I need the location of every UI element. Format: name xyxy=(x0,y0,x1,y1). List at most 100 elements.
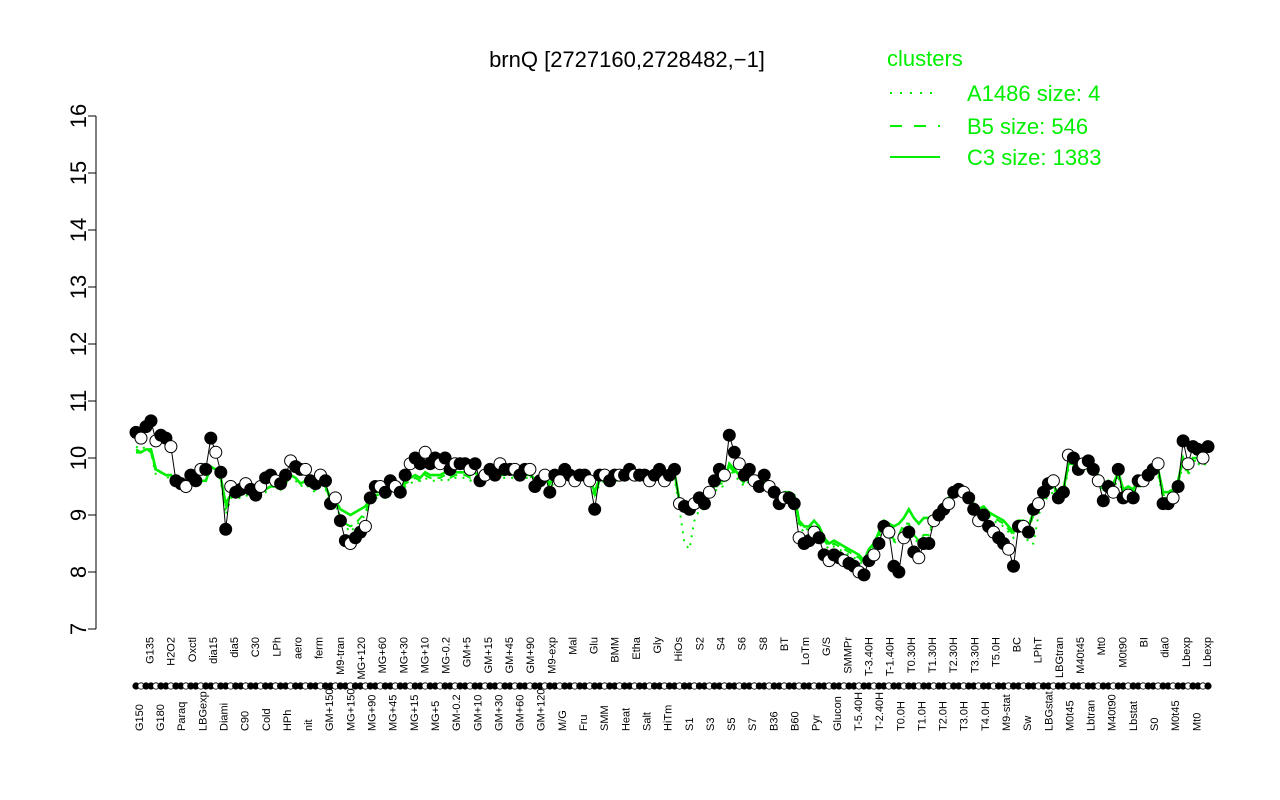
expression-profile xyxy=(129,414,1215,582)
x-tick-label: MG+90 xyxy=(367,695,379,731)
legend-entry-a1486: A1486 size: 4 xyxy=(967,81,1100,106)
x-tick-label: MG-0.2 xyxy=(441,637,453,674)
x-tick-label: MG+60 xyxy=(377,637,389,673)
x-tick-label: Sw xyxy=(1022,716,1034,731)
legend-title: clusters xyxy=(887,46,963,71)
x-tick-label: M40t90 xyxy=(1107,694,1119,731)
data-point xyxy=(1181,457,1195,471)
data-point xyxy=(1151,457,1165,471)
x-tick-label: Lbexp xyxy=(1202,637,1214,667)
data-point xyxy=(882,525,896,539)
data-point xyxy=(707,474,721,488)
x-tick-label: LoTm xyxy=(800,637,812,665)
x-tick-label: S5 xyxy=(726,718,738,731)
data-point xyxy=(872,537,886,550)
x-tick-label: Paraq xyxy=(176,702,188,731)
data-point xyxy=(363,491,377,505)
data-point xyxy=(299,462,312,476)
x-tick-label: T5.0H xyxy=(990,637,1002,667)
data-point xyxy=(942,497,956,511)
data-point xyxy=(588,502,602,516)
data-point xyxy=(1111,462,1125,476)
data-point xyxy=(378,485,392,499)
x-tick-label: GM+60 xyxy=(515,695,527,731)
x-tick-label: GM-0.2 xyxy=(451,694,463,731)
x-axis-labels: G150 G135 G180 H2O2 Paraq Oxctl LBGexp dia15 Dia… xyxy=(134,636,1214,731)
data-point xyxy=(204,431,218,445)
x-tick-label: T1.30H xyxy=(927,637,939,673)
x-tick-label: T-5.40H xyxy=(853,692,865,731)
x-tick-label: MG+5 xyxy=(430,701,442,731)
x-tick-label: HiTm xyxy=(663,705,675,731)
data-point xyxy=(214,465,228,479)
data-point xyxy=(1166,491,1180,505)
x-tick-label: Glu xyxy=(589,637,601,654)
data-point xyxy=(179,480,193,493)
x-tick-label: BT xyxy=(779,637,791,651)
x-tick-label: S2 xyxy=(694,637,706,650)
data-point xyxy=(812,531,826,545)
y-tick-label-12: 12 xyxy=(66,332,91,356)
x-tick-label: C30 xyxy=(250,637,262,657)
data-point xyxy=(697,497,711,511)
y-tick-label-11: 11 xyxy=(66,390,91,413)
data-point xyxy=(757,468,771,482)
x-tick-label: Cold xyxy=(261,708,273,731)
x-tick-label: M/G xyxy=(557,710,569,731)
data-point xyxy=(358,519,372,533)
data-point xyxy=(702,485,716,499)
x-tick-label: Lbstat xyxy=(1128,701,1140,731)
data-point xyxy=(328,491,342,505)
rug-mark xyxy=(1204,682,1212,690)
x-tick-label: B36 xyxy=(768,711,780,731)
x-tick-label: Mt0 xyxy=(1096,637,1108,655)
y-tick-label-10: 10 xyxy=(66,446,91,470)
x-tick-label: MG+10 xyxy=(419,637,431,673)
x-tick-label: GM+10 xyxy=(472,695,484,731)
x-tick-label: Lbtran xyxy=(1086,700,1098,731)
x-tick-label: Salt xyxy=(641,712,653,731)
data-point xyxy=(722,428,736,442)
data-point xyxy=(727,445,741,459)
x-tick-label: Fru xyxy=(578,715,590,732)
data-point xyxy=(867,548,881,562)
x-tick-label: T-2.40H xyxy=(874,692,886,731)
x-tick-label: SMMPr xyxy=(842,637,854,674)
x-tick-label: M9-exp xyxy=(546,637,558,674)
data-point xyxy=(962,491,976,505)
data-point xyxy=(1196,451,1210,465)
data-point xyxy=(967,502,981,516)
data-point xyxy=(1126,491,1140,505)
x-tick-label: LPhT xyxy=(1033,637,1045,664)
x-tick-label: dia5 xyxy=(229,637,241,658)
x-tick-label: Lbexp xyxy=(1181,637,1193,667)
data-point xyxy=(742,462,756,476)
x-tick-label: G135 xyxy=(144,637,156,664)
data-point xyxy=(1032,497,1045,511)
x-tick-label: Oxctl xyxy=(187,637,199,662)
x-tick-label: T2.30H xyxy=(948,637,960,673)
x-tick-label: S0 xyxy=(1149,718,1161,731)
x-tick-label: T-1.40H xyxy=(885,637,897,676)
x-tick-label: nit xyxy=(303,719,315,731)
y-tick-label-9: 9 xyxy=(66,509,91,521)
data-point xyxy=(767,485,781,499)
data-point xyxy=(219,522,233,536)
x-tick-label: M9-stat xyxy=(1001,694,1013,731)
x-tick-label: T1.0H xyxy=(916,701,928,731)
x-axis-rug xyxy=(132,682,1212,690)
data-point xyxy=(134,431,148,445)
chart-title: brnQ [2727160,2728482,−1] xyxy=(489,47,765,72)
x-tick-label: Gly xyxy=(652,637,664,654)
data-point xyxy=(922,537,936,550)
x-tick-label: GM+5 xyxy=(462,637,474,667)
y-tick-label-7: 7 xyxy=(66,623,91,635)
x-tick-label: GM+150 xyxy=(324,689,336,732)
x-tick-label: BC xyxy=(1012,637,1024,652)
legend-entry-c3: C3 size: 1383 xyxy=(967,145,1102,170)
x-tick-label: M9-tran xyxy=(335,637,347,675)
data-point xyxy=(1066,451,1080,465)
data-point xyxy=(319,474,332,488)
legend: clusters A1486 size: 4 B5 size: 546 C3 s… xyxy=(887,46,1102,170)
